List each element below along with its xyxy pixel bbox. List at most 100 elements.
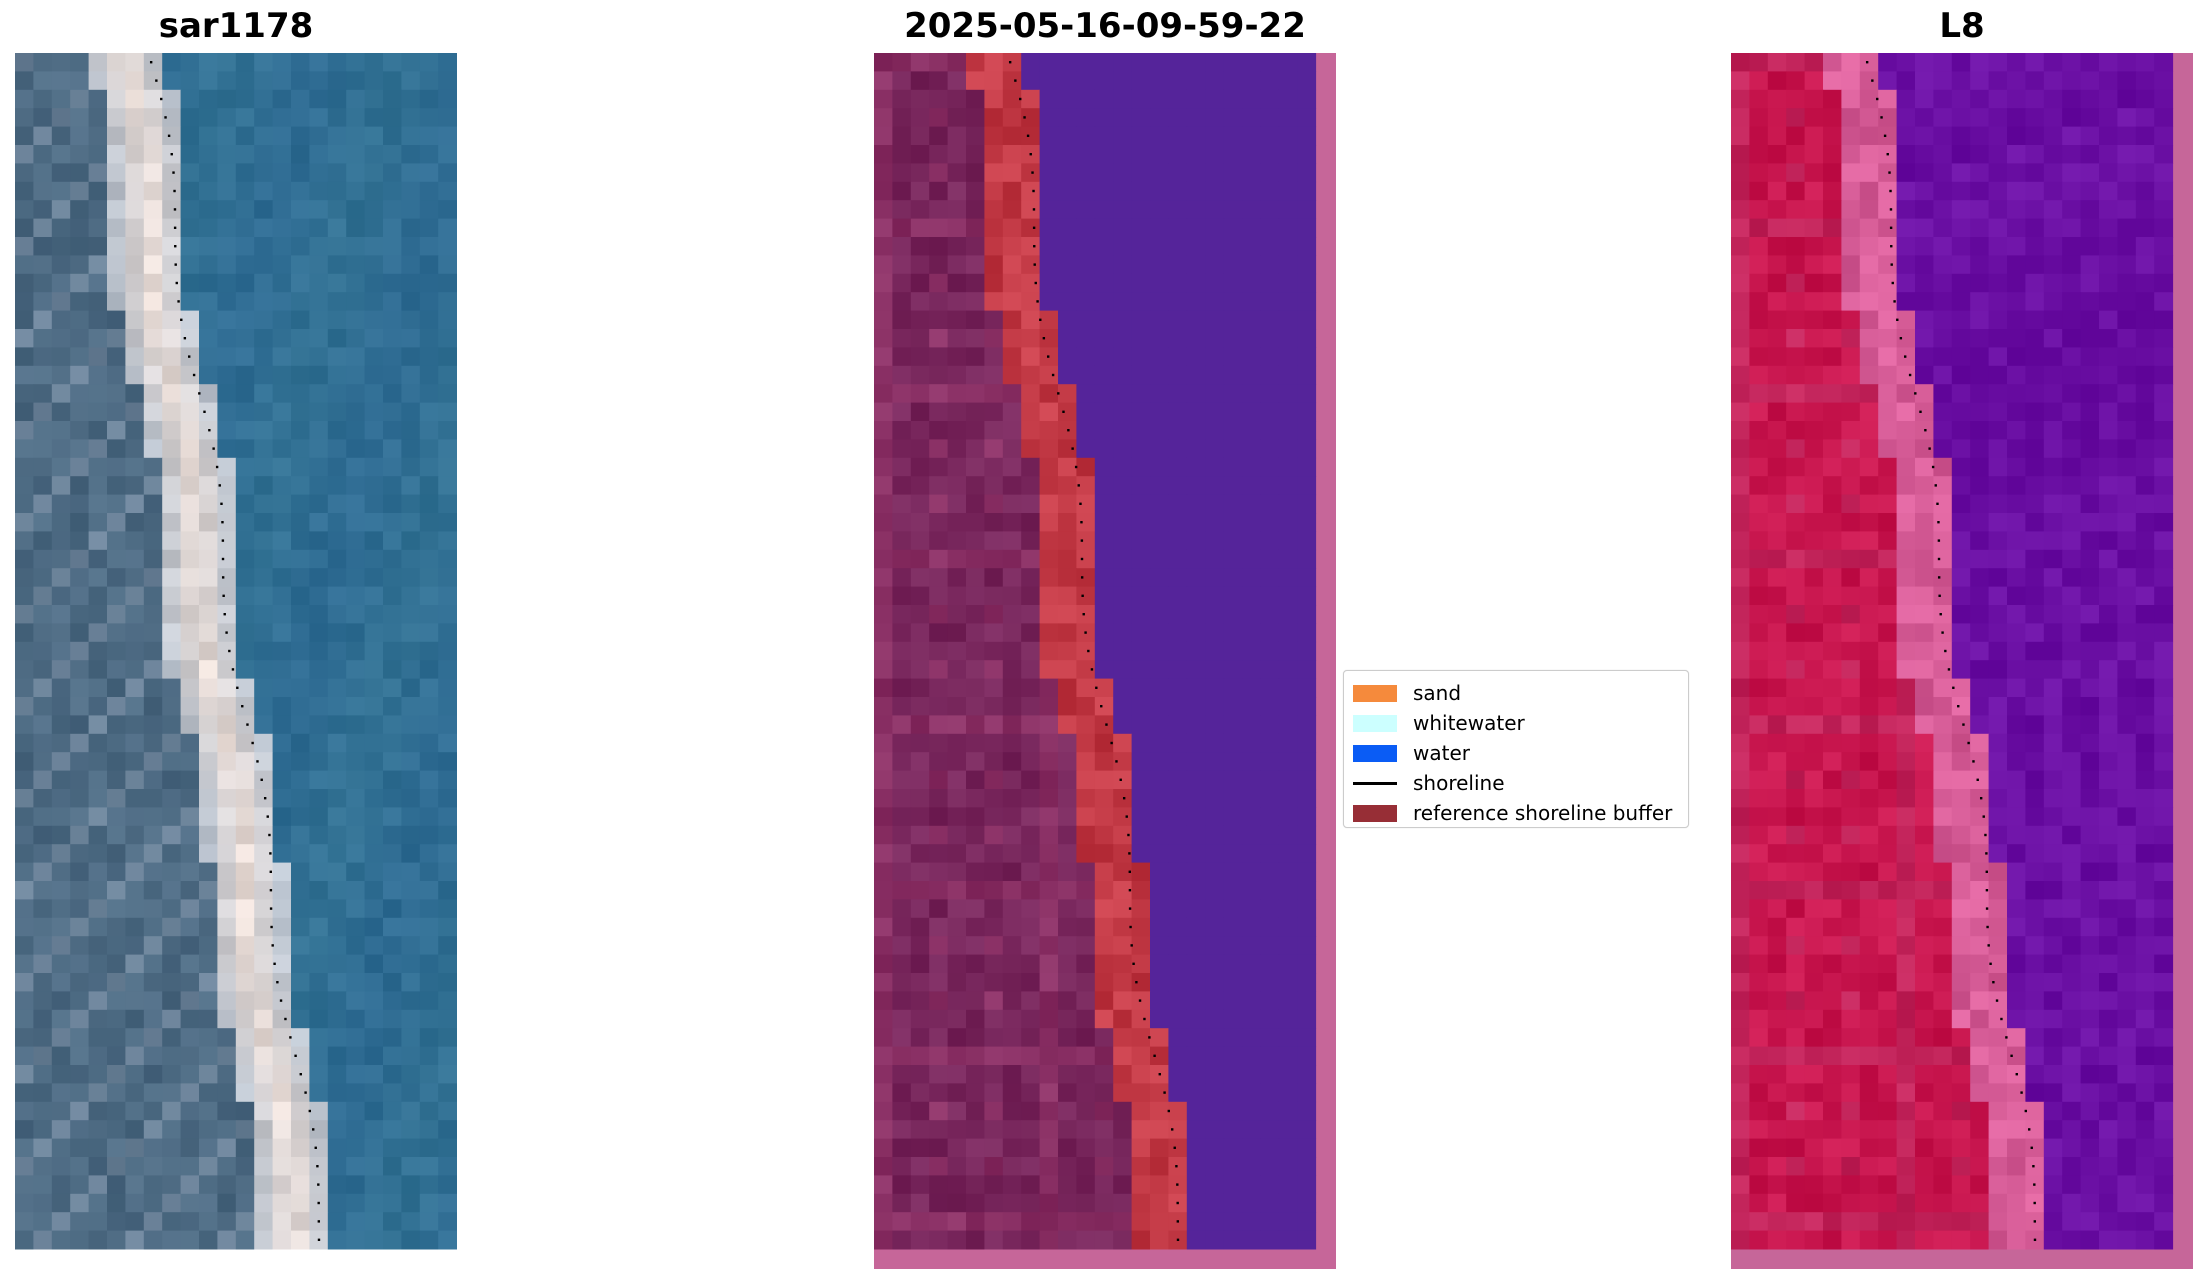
shoreline-point bbox=[1176, 1201, 1179, 1205]
legend-label: whitewater bbox=[1413, 711, 1525, 735]
shoreline-point bbox=[1944, 649, 1947, 653]
reference-buffer-swatch bbox=[1353, 804, 1397, 822]
shoreline-point bbox=[1047, 355, 1050, 358]
shoreline-point bbox=[225, 631, 228, 634]
shoreline-point bbox=[1008, 61, 1012, 64]
shoreline-point bbox=[1095, 686, 1098, 689]
shoreline-point bbox=[1158, 1073, 1161, 1076]
shoreline-point bbox=[1175, 1165, 1178, 1168]
shoreline-point bbox=[317, 1238, 321, 1241]
shoreline-point bbox=[1972, 760, 1975, 763]
shoreline-point bbox=[192, 373, 196, 377]
shoreline-point bbox=[222, 594, 225, 597]
shoreline-point bbox=[2000, 1017, 2003, 1021]
shoreline-point bbox=[270, 925, 273, 929]
shoreline-point bbox=[167, 134, 171, 137]
shoreline-point bbox=[1865, 61, 1869, 64]
shoreline-line-swatch bbox=[1353, 781, 1397, 785]
shoreline-point bbox=[1032, 189, 1035, 193]
shoreline-point bbox=[228, 649, 231, 653]
shoreline-point bbox=[1984, 833, 1987, 837]
shoreline-point bbox=[269, 852, 272, 855]
shoreline-point bbox=[271, 944, 274, 947]
shoreline-point bbox=[1128, 852, 1131, 855]
shoreline-point bbox=[1039, 318, 1042, 321]
shoreline-point bbox=[174, 263, 177, 266]
shoreline-point bbox=[173, 208, 177, 211]
shoreline-point bbox=[1110, 741, 1113, 745]
whitewater-swatch bbox=[1353, 714, 1397, 732]
shoreline-point bbox=[1893, 300, 1896, 303]
shoreline-point bbox=[1941, 631, 1944, 634]
shoreline-point bbox=[317, 1201, 320, 1205]
shoreline-point bbox=[1985, 852, 1988, 855]
shoreline-point bbox=[1888, 171, 1891, 174]
shoreline-point bbox=[1084, 631, 1087, 634]
shoreline-point bbox=[1936, 502, 1939, 505]
shoreline-point bbox=[1033, 245, 1036, 248]
shoreline-point bbox=[218, 484, 221, 487]
shoreline-point bbox=[221, 576, 225, 579]
shoreline-point bbox=[273, 962, 276, 965]
shoreline-point bbox=[2010, 1054, 2013, 1057]
shoreline-point bbox=[304, 1091, 307, 1094]
shoreline-point bbox=[177, 300, 180, 303]
shoreline-point bbox=[294, 1054, 297, 1057]
shoreline-point bbox=[164, 116, 167, 119]
shoreline-point bbox=[220, 502, 223, 505]
shoreline-point bbox=[1167, 1109, 1170, 1113]
shoreline-point bbox=[231, 668, 235, 671]
legend-label: reference shoreline buffer bbox=[1413, 801, 1673, 825]
shoreline-point bbox=[1031, 171, 1034, 174]
shoreline-point bbox=[1087, 649, 1090, 653]
shoreline-point bbox=[1986, 925, 1989, 929]
shoreline-point bbox=[1062, 410, 1065, 413]
legend: sand whitewater water shoreline referenc… bbox=[1343, 670, 1689, 828]
shoreline-point bbox=[316, 1165, 319, 1168]
shoreline-point bbox=[1153, 1054, 1156, 1057]
shoreline-point bbox=[317, 1220, 321, 1223]
shoreline-point bbox=[1889, 208, 1893, 211]
shoreline-point bbox=[1173, 1146, 1176, 1149]
shoreline-point bbox=[1985, 889, 1989, 892]
shoreline-point bbox=[1034, 281, 1037, 285]
shoreline-point bbox=[1023, 116, 1026, 119]
shoreline-point bbox=[1987, 944, 1990, 947]
shoreline-point bbox=[170, 153, 173, 156]
shoreline-point bbox=[1067, 429, 1070, 432]
shoreline-point bbox=[260, 778, 263, 781]
shoreline-point bbox=[1171, 1128, 1174, 1131]
shoreline-point bbox=[2024, 1109, 2027, 1113]
shoreline-point bbox=[276, 981, 279, 984]
shoreline-point bbox=[1071, 447, 1074, 450]
shoreline-point bbox=[1952, 686, 1955, 689]
shoreline-point bbox=[1125, 815, 1128, 818]
shoreline-point bbox=[1080, 521, 1083, 524]
shoreline-point bbox=[2028, 1128, 2031, 1131]
shoreline-point bbox=[1129, 925, 1132, 929]
shoreline-point bbox=[1128, 889, 1132, 892]
shoreline-point bbox=[269, 907, 273, 910]
shoreline-point bbox=[1128, 907, 1132, 910]
shoreline-point bbox=[180, 318, 183, 321]
shoreline-point bbox=[1032, 226, 1036, 229]
shoreline-point bbox=[221, 557, 225, 561]
shoreline-point bbox=[1026, 134, 1030, 137]
shoreline-point bbox=[284, 1017, 287, 1021]
shoreline-point bbox=[1122, 797, 1126, 800]
legend-label: water bbox=[1413, 741, 1470, 765]
shoreline-point bbox=[2015, 1073, 2018, 1076]
shoreline-point bbox=[1051, 373, 1055, 377]
shoreline-point bbox=[1081, 594, 1084, 597]
shoreline-point bbox=[1896, 318, 1899, 321]
shoreline-point bbox=[155, 79, 158, 82]
legend-item-sand: sand bbox=[1353, 678, 1461, 708]
shoreline-point bbox=[1982, 815, 1985, 818]
shoreline-point bbox=[1871, 79, 1874, 82]
shoreline-point bbox=[1080, 576, 1084, 579]
shoreline-point bbox=[173, 226, 177, 229]
shoreline-point bbox=[1938, 594, 1941, 597]
shoreline-point bbox=[1080, 539, 1084, 542]
legend-item-whitewater: whitewater bbox=[1353, 708, 1525, 738]
shoreline-point bbox=[172, 171, 175, 174]
